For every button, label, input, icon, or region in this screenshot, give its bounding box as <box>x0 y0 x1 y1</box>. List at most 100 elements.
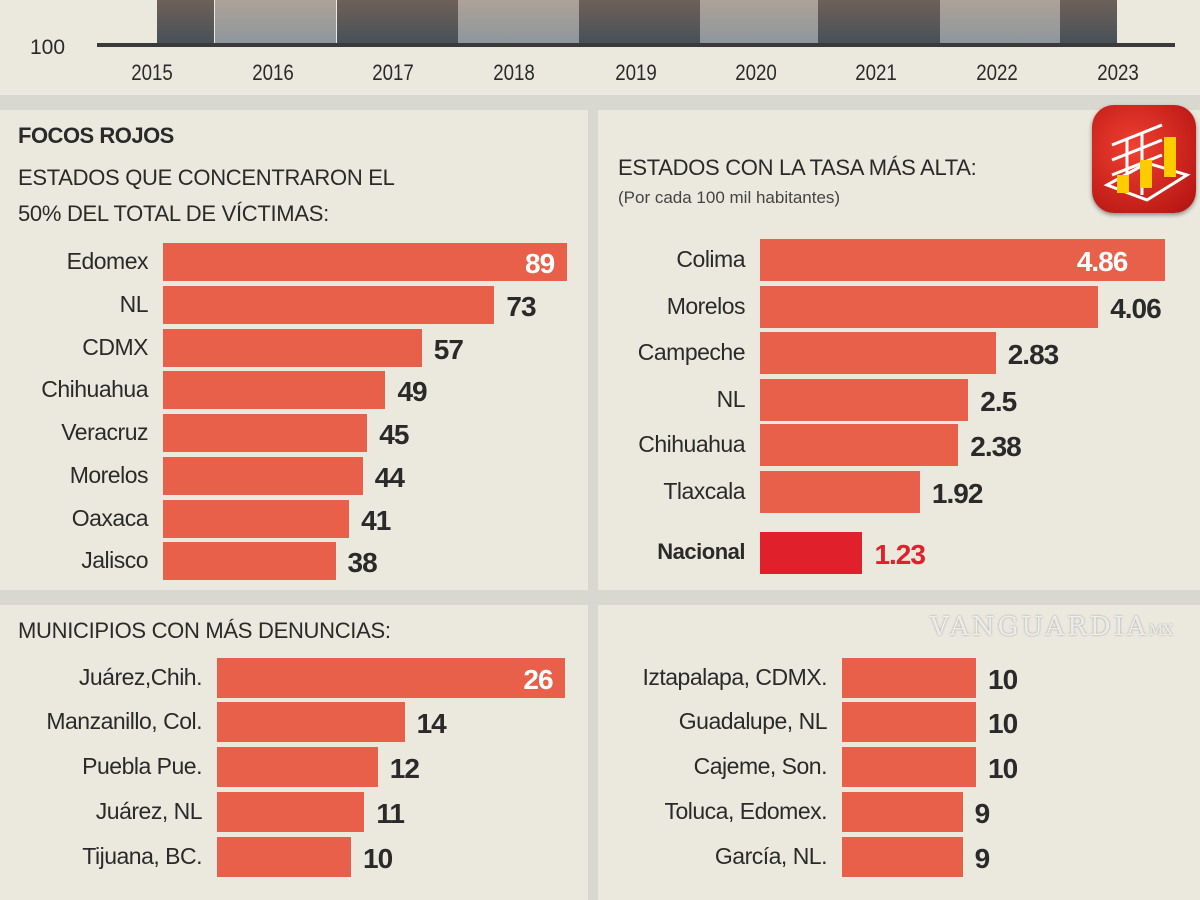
value-label: 4.86 <box>1076 246 1128 277</box>
bar <box>217 747 378 787</box>
category-label: CDMX <box>82 334 148 360</box>
value-label: 12 <box>389 753 420 784</box>
category-label: Puebla Pue. <box>82 753 202 779</box>
value-label: 26 <box>523 664 553 695</box>
value-label: 11 <box>376 798 405 829</box>
bar <box>163 329 422 367</box>
category-label: Cajeme, Son. <box>693 753 828 779</box>
x-tick-label: 2015 <box>131 60 173 85</box>
chart-subtitle-rate: (Por cada 100 mil habitantes) <box>618 188 841 207</box>
year-column <box>700 0 818 45</box>
value-label: 14 <box>416 708 447 739</box>
value-label: 44 <box>374 462 405 493</box>
value-label: 41 <box>361 505 391 536</box>
value-label: 89 <box>525 248 555 279</box>
bar <box>760 379 969 421</box>
category-label: Guadalupe, NL <box>678 708 828 734</box>
logo-icon <box>1092 105 1196 213</box>
category-label: Colima <box>676 246 745 272</box>
value-label: 9 <box>974 798 991 829</box>
bar <box>217 837 351 877</box>
category-label: Campeche <box>637 339 746 365</box>
value-label: 57 <box>433 334 464 365</box>
category-label: Veracruz <box>61 419 148 445</box>
x-tick-label: 2022 <box>976 60 1018 85</box>
bar <box>163 286 495 324</box>
category-label: Morelos <box>666 293 746 319</box>
chart-title-rate: ESTADOS CON LA TASA MÁS ALTA: <box>618 155 977 180</box>
x-tick-label: 2020 <box>735 60 777 85</box>
bar <box>163 542 336 580</box>
year-column <box>458 0 579 45</box>
value-label: 73 <box>506 291 536 322</box>
top-chart: 100 2015 2016 2017 2018 2019 2020 2021 2022 2023 <box>0 0 1200 95</box>
category-label: NL <box>716 386 746 412</box>
bar <box>760 532 863 574</box>
x-tick-label: 2016 <box>252 60 294 85</box>
x-tick-label: 2018 <box>493 60 535 85</box>
category-label: Toluca, Edomex. <box>664 798 827 824</box>
value-label: 10 <box>988 664 1018 695</box>
category-label: Tlaxcala <box>663 478 745 504</box>
value-label: 2.5 <box>980 386 1017 417</box>
bar <box>217 702 405 742</box>
x-tick-label: 2019 <box>615 60 657 85</box>
year-column <box>579 0 700 45</box>
value-label: 10 <box>363 843 393 874</box>
value-label: 2.38 <box>970 431 1021 462</box>
watermark: VANGUARDIAMX <box>930 612 1173 646</box>
category-label: Iztapalapa, CDMX. <box>642 664 827 690</box>
category-label: Nacional <box>657 539 745 564</box>
bar <box>760 239 1165 281</box>
category-label: Juárez, NL <box>95 798 203 824</box>
bar <box>217 658 566 698</box>
category-label: Chihuahua <box>638 431 745 457</box>
year-column <box>940 0 1060 45</box>
category-label: Tijuana, BC. <box>82 843 202 869</box>
x-tick-label: 2021 <box>855 60 897 85</box>
bar <box>842 837 963 877</box>
value-label: 49 <box>397 376 427 407</box>
bar <box>163 457 363 495</box>
section-title: FOCOS ROJOS <box>18 123 174 148</box>
value-label: 1.92 <box>931 478 983 509</box>
bar <box>842 658 976 698</box>
year-column <box>337 0 458 45</box>
year-column <box>818 0 940 45</box>
chart-title-municipios: MUNICIPIOS CON MÁS DENUNCIAS: <box>18 618 391 643</box>
category-label: Oaxaca <box>71 505 149 531</box>
year-column <box>1060 0 1117 45</box>
x-axis <box>97 43 1175 47</box>
chart-title-victims: ESTADOS QUE CONCENTRARON EL 50% DEL TOTA… <box>18 165 394 226</box>
category-label: NL <box>119 291 149 317</box>
value-label: 10 <box>988 708 1018 739</box>
watermark-text: VANGUARDIA <box>930 612 1149 642</box>
bar <box>842 792 963 832</box>
category-label: Manzanillo, Col. <box>46 708 202 734</box>
x-tick-label: 2017 <box>372 60 414 85</box>
bar <box>760 332 996 374</box>
category-label: Jalisco <box>81 547 148 573</box>
category-label: Chihuahua <box>41 376 148 402</box>
value-label: 38 <box>347 547 378 578</box>
bar <box>842 747 976 787</box>
bar <box>163 500 350 538</box>
bar <box>842 702 976 742</box>
x-tick-label: 2023 <box>1097 60 1139 85</box>
value-label: 4.06 <box>1110 293 1161 324</box>
category-label: García, NL. <box>714 843 828 869</box>
bar <box>760 471 920 513</box>
y-tick-label: 100 <box>30 36 66 59</box>
bar <box>760 424 959 466</box>
value-label: 9 <box>974 843 991 874</box>
year-column <box>157 0 214 45</box>
bar <box>163 243 568 281</box>
category-label: Morelos <box>69 462 149 488</box>
bar <box>163 414 368 452</box>
value-label: 45 <box>379 419 409 450</box>
category-label: Juárez,Chih. <box>78 664 203 690</box>
bar <box>217 792 365 832</box>
value-label: 1.23 <box>874 539 925 570</box>
watermark-suffix: MX <box>1148 623 1173 639</box>
category-label: Edomex <box>66 248 149 274</box>
